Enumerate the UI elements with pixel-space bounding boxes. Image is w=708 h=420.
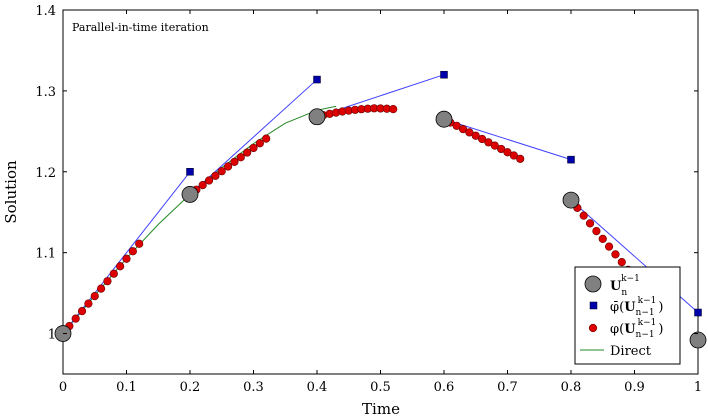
y-tick-label: 1.3 (35, 85, 56, 100)
fine-point (71, 314, 80, 323)
y-tick-label: 1 (48, 328, 56, 343)
coarse-point (313, 75, 321, 84)
fine-point (77, 307, 87, 316)
x-tick-label: 1 (694, 380, 702, 395)
fine-point (484, 138, 493, 147)
fine-point (255, 139, 264, 148)
y-tick-label: 1.1 (35, 247, 56, 262)
fine-point (452, 121, 461, 130)
fine-solution-series (58, 104, 652, 338)
x-tick-label: 0.7 (497, 380, 518, 395)
legend-coarse-marker (589, 301, 598, 310)
fine-point (389, 104, 398, 114)
fine-point (128, 247, 137, 256)
legend: Unk−1 φ̄(Un−1k−1) φ(Un−1k−1) Direct (574, 266, 681, 365)
legend-fine-label: φ(Un−1k−1) (610, 318, 663, 340)
fine-point (224, 162, 233, 171)
fine-point (116, 262, 125, 271)
fine-point (516, 154, 525, 163)
fine-point (478, 134, 487, 144)
fine-point (617, 258, 626, 267)
fine-point (90, 292, 99, 301)
x-tick-label: 0.5 (370, 380, 391, 395)
fine-point (243, 148, 252, 157)
x-tick-label: 0.8 (561, 380, 582, 395)
coarse-prediction-line (189, 79, 318, 195)
fine-point (198, 181, 207, 190)
fine-point (458, 125, 468, 134)
fine-point (109, 269, 118, 278)
legend-iterate-label: Unk−1 (610, 274, 640, 298)
y-tick-label: 1.2 (35, 166, 56, 181)
fine-point (598, 234, 607, 243)
x-tick-label: 0.9 (624, 380, 645, 395)
iterate-point (562, 191, 580, 209)
x-tick-label: 0.6 (434, 380, 455, 395)
fine-point (497, 144, 506, 154)
fine-point (96, 284, 106, 293)
direct-series (62, 105, 337, 334)
fine-point (236, 153, 245, 162)
legend-fine-marker (588, 323, 598, 333)
fine-point (262, 134, 271, 143)
y-axis-label: Solution (2, 160, 20, 224)
fine-point (579, 211, 588, 220)
fine-point (249, 143, 258, 153)
fine-point (611, 250, 620, 259)
fine-point (84, 299, 93, 308)
fine-point (204, 176, 214, 185)
coarse-point (440, 70, 448, 79)
fine-point (122, 254, 131, 263)
fine-point (604, 242, 614, 251)
iterate-point (435, 110, 453, 128)
legend-coarse-label: φ̄(Un−1k−1) (610, 296, 663, 318)
chart-annotation: Parallel-in-time iteration (72, 21, 209, 34)
iterate-series (54, 108, 707, 349)
fine-point (592, 226, 601, 236)
x-tick-label: 0.4 (307, 380, 328, 395)
coarse-point (567, 155, 575, 164)
x-tick-label: 0.1 (116, 380, 137, 395)
legend-direct-label: Direct (610, 344, 652, 359)
coarse-point (186, 168, 194, 176)
fine-point (465, 128, 474, 137)
x-tick-label: 0.3 (243, 380, 264, 395)
fine-point (509, 151, 518, 160)
fine-point (585, 219, 595, 228)
iterate-point (689, 331, 707, 349)
x-tick-label: 0 (59, 380, 67, 395)
axis-ticks: 0 0.1 0.2 0.3 0.4 0.5 0.6 0.7 0.8 0.9 1 1 1.1 1.2 1.3 1… (35, 4, 702, 395)
fine-point (230, 157, 239, 166)
iterate-point (308, 108, 326, 126)
fine-point (135, 239, 144, 248)
iterate-point (181, 186, 199, 203)
coarse-prediction-line (62, 171, 191, 334)
direct-line (62, 105, 337, 334)
fine-point (490, 141, 499, 150)
x-axis-label: Time (362, 400, 400, 418)
coarse-prediction-series (186, 70, 702, 317)
fine-point (471, 131, 480, 140)
x-tick-label: 0.2 (180, 380, 201, 395)
fine-point (211, 171, 220, 180)
fine-point (217, 167, 226, 176)
coarse-point (694, 308, 702, 317)
legend-iterate-marker (584, 275, 602, 293)
y-tick-label: 1.4 (35, 4, 56, 19)
fine-point (103, 277, 112, 286)
fine-point (503, 148, 512, 157)
